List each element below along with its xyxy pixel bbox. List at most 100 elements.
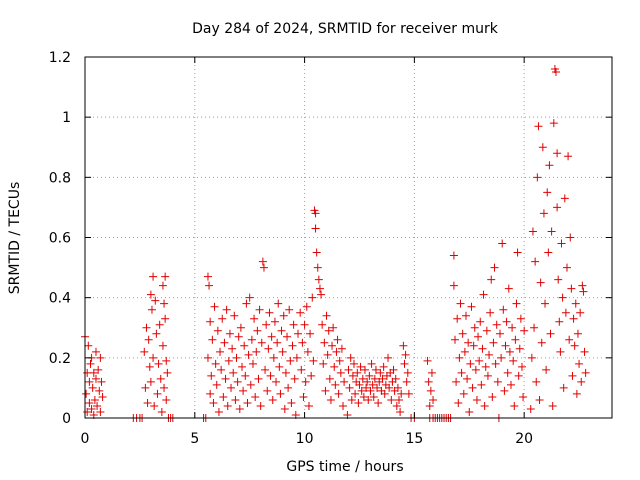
data-point (290, 374, 299, 383)
data-point (457, 368, 466, 377)
y-tick-label: 1.2 (49, 50, 71, 66)
data-point (567, 284, 576, 293)
data-point (266, 371, 275, 380)
data-point (395, 395, 404, 404)
data-point (306, 329, 315, 338)
data-point (281, 368, 290, 377)
data-point (378, 374, 387, 383)
data-point (492, 320, 501, 329)
data-point (535, 395, 544, 404)
data-point (393, 383, 402, 392)
data-point (161, 272, 170, 281)
data-point (332, 347, 341, 356)
data-point (423, 356, 432, 365)
data-point (538, 143, 547, 152)
data-point (150, 401, 159, 410)
data-point (160, 383, 169, 392)
y-tick-label: 0.4 (49, 291, 71, 307)
data-point (220, 338, 229, 347)
data-point (93, 401, 102, 410)
data-point (552, 68, 561, 77)
data-point (300, 320, 309, 329)
data-point (250, 314, 259, 323)
data-point (474, 332, 483, 341)
data-point (364, 395, 373, 404)
data-point (496, 329, 505, 338)
data-point (293, 329, 302, 338)
data-point (487, 275, 496, 284)
data-point (345, 383, 354, 392)
data-point (426, 386, 435, 395)
data-point (318, 320, 327, 329)
data-point (273, 338, 282, 347)
data-point (257, 338, 266, 347)
data-point (453, 314, 462, 323)
data-point (283, 332, 292, 341)
data-point (489, 338, 498, 347)
data-point (577, 377, 586, 386)
data-point (244, 350, 253, 359)
data-point (389, 365, 398, 374)
data-point (251, 392, 260, 401)
data-point (272, 377, 281, 386)
data-point (308, 293, 317, 302)
y-tick-label: 0 (62, 411, 71, 427)
data-point (206, 317, 215, 326)
data-point (564, 152, 573, 161)
data-point (404, 389, 413, 398)
data-point (313, 263, 322, 272)
data-point (312, 248, 321, 257)
data-point (259, 263, 268, 272)
data-point (565, 335, 574, 344)
data-point (323, 350, 332, 359)
data-point (142, 323, 151, 332)
data-point (512, 299, 521, 308)
data-point (213, 326, 222, 335)
data-point (569, 314, 578, 323)
data-point (455, 353, 464, 362)
data-point (219, 392, 228, 401)
data-point (353, 368, 362, 377)
data-point (547, 227, 556, 236)
data-point (347, 395, 356, 404)
data-point (153, 389, 162, 398)
y-tick-label: 0.8 (49, 170, 71, 186)
data-point (368, 380, 377, 389)
data-point (146, 290, 155, 299)
data-point (479, 290, 488, 299)
data-point (98, 392, 107, 401)
data-point (246, 380, 255, 389)
data-point (467, 302, 476, 311)
data-point (576, 308, 585, 317)
data-point (369, 392, 378, 401)
data-point (513, 248, 522, 257)
data-point (401, 350, 410, 359)
data-point (528, 227, 537, 236)
data-points (81, 65, 590, 422)
data-point (450, 335, 459, 344)
data-point (468, 383, 477, 392)
data-point (303, 347, 312, 356)
data-point (85, 377, 94, 386)
data-point (82, 389, 91, 398)
x-tick-label: 10 (296, 431, 314, 447)
data-point (162, 395, 171, 404)
data-point (520, 326, 529, 335)
data-point (235, 404, 244, 413)
x-tick-label: 0 (81, 431, 90, 447)
data-point (482, 326, 491, 335)
data-point (344, 365, 353, 374)
data-point (298, 338, 307, 347)
data-point (346, 353, 355, 362)
data-point (531, 257, 540, 266)
data-point (86, 359, 95, 368)
data-point (360, 365, 369, 374)
data-point (210, 302, 219, 311)
data-point (252, 347, 261, 356)
data-point (454, 398, 463, 407)
data-point (562, 263, 571, 272)
data-point (245, 293, 254, 302)
data-point (392, 401, 401, 410)
data-point (241, 371, 250, 380)
